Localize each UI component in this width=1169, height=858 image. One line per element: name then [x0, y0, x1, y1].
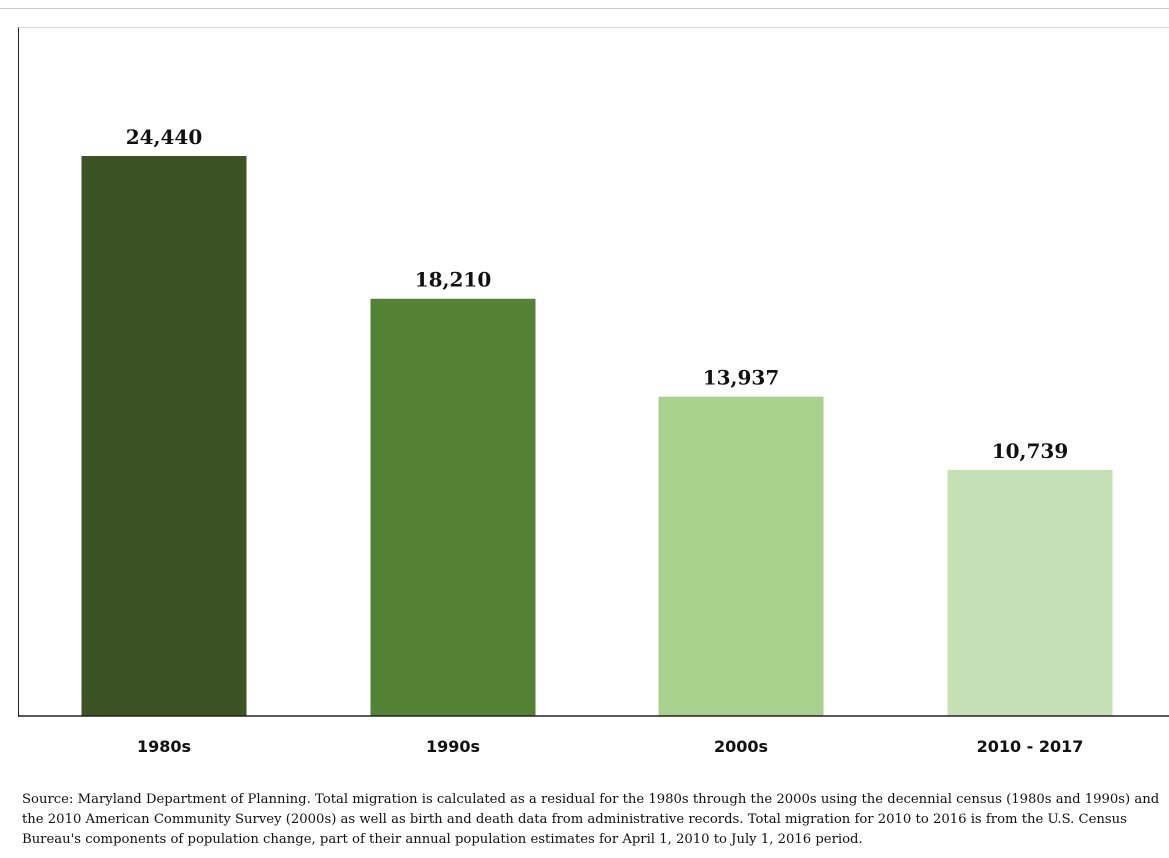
bar-value-label: 13,937: [703, 366, 780, 390]
bar-value-label: 10,739: [992, 439, 1069, 463]
category-label: 1980s: [137, 737, 191, 756]
bar-1: [81, 156, 247, 716]
bars-group: 24,440 1980s 18,210 1990s 13,937 2000s 10,739 2…: [81, 125, 1113, 756]
source-note: Source: Maryland Department of Planning.…: [22, 792, 1160, 847]
frame-top-line: [0, 8, 1169, 9]
bar-value-label: 18,210: [415, 268, 492, 292]
category-label: 2010 - 2017: [977, 737, 1084, 756]
bar-4: [947, 469, 1113, 716]
chart-plot-area: [18, 27, 1169, 717]
category-label: 2000s: [714, 737, 768, 756]
bar-3: [658, 396, 824, 716]
bar-chart: 24,440 1980s 18,210 1990s 13,937 2000s 10,739 2…: [18, 125, 1169, 756]
category-label: 1990s: [426, 737, 480, 756]
bar-value-label: 24,440: [126, 125, 203, 149]
bar-2: [370, 298, 536, 716]
